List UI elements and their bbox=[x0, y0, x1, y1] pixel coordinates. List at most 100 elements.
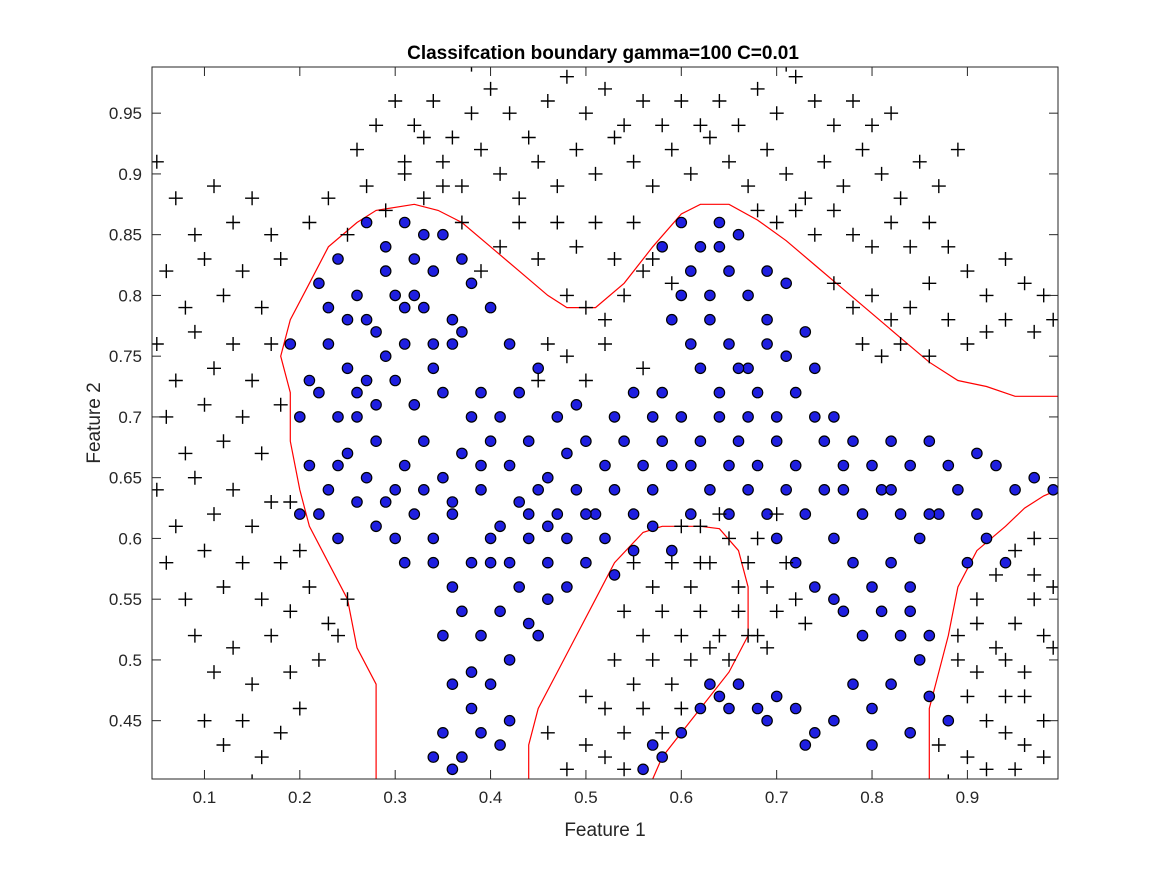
positive-point bbox=[942, 459, 955, 472]
positive-point bbox=[999, 556, 1012, 569]
positive-point bbox=[713, 216, 726, 229]
positive-point bbox=[532, 629, 544, 642]
negative-point bbox=[636, 264, 651, 279]
positive-point bbox=[513, 581, 525, 593]
negative-point bbox=[464, 106, 479, 121]
negative-point bbox=[1017, 738, 1032, 752]
negative-point bbox=[950, 142, 965, 157]
negative-point bbox=[540, 94, 555, 108]
negative-point bbox=[493, 239, 508, 254]
positive-point bbox=[494, 605, 506, 618]
positive-point bbox=[408, 289, 421, 302]
negative-point bbox=[359, 179, 374, 194]
negative-point bbox=[273, 252, 288, 266]
positive-point bbox=[551, 411, 564, 423]
positive-point bbox=[675, 411, 688, 423]
negative-point bbox=[607, 652, 622, 667]
negative-point bbox=[388, 94, 403, 108]
positive-point bbox=[875, 483, 888, 496]
positive-point bbox=[799, 326, 812, 338]
negative-point bbox=[559, 288, 574, 303]
negative-point bbox=[645, 252, 660, 266]
positive-point bbox=[885, 483, 897, 496]
positive-point bbox=[694, 435, 707, 447]
positive-point bbox=[370, 398, 382, 411]
positive-point bbox=[398, 338, 411, 350]
positive-point bbox=[761, 313, 773, 326]
positive-point bbox=[341, 313, 354, 326]
plot-area bbox=[152, 67, 1058, 779]
positive-point bbox=[665, 313, 678, 326]
negative-point bbox=[1027, 531, 1042, 546]
y-tick-label: 0.55 bbox=[109, 590, 142, 609]
positive-point bbox=[427, 556, 440, 569]
negative-point bbox=[769, 106, 784, 121]
negative-point bbox=[626, 677, 641, 692]
positive-point bbox=[541, 471, 554, 484]
negative-point bbox=[922, 276, 937, 291]
plot-frame bbox=[151, 66, 1059, 780]
positive-point bbox=[656, 386, 668, 399]
negative-point bbox=[750, 81, 765, 96]
positive-point bbox=[627, 386, 640, 399]
negative-point bbox=[741, 555, 756, 570]
positive-point bbox=[398, 459, 411, 472]
positive-point bbox=[780, 277, 792, 290]
negative-point bbox=[617, 725, 632, 740]
positive-point bbox=[1047, 484, 1058, 496]
negative-point bbox=[159, 264, 174, 279]
positive-point bbox=[475, 629, 487, 642]
x-tick-label: 0.8 bbox=[860, 788, 884, 807]
positive-point bbox=[828, 593, 840, 605]
positive-point bbox=[408, 508, 421, 520]
negative-point bbox=[407, 118, 422, 133]
negative-point bbox=[207, 507, 221, 522]
positive-point bbox=[475, 459, 487, 472]
negative-point bbox=[588, 166, 603, 181]
positive-point bbox=[503, 459, 516, 472]
positive-point bbox=[446, 508, 459, 520]
negative-point bbox=[483, 81, 498, 96]
positive-point bbox=[398, 301, 411, 314]
positive-point bbox=[646, 483, 659, 496]
negative-point bbox=[1027, 324, 1042, 339]
negative-point bbox=[826, 203, 841, 218]
positive-point bbox=[303, 459, 316, 472]
positive-point bbox=[370, 520, 382, 533]
negative-point bbox=[893, 337, 908, 351]
negative-point bbox=[445, 130, 460, 145]
positive-point bbox=[808, 726, 821, 739]
positive-point bbox=[732, 228, 745, 241]
negative-point bbox=[251, 774, 253, 779]
positive-point bbox=[885, 435, 897, 447]
negative-point bbox=[674, 94, 689, 108]
positive-point bbox=[417, 435, 430, 447]
negative-point bbox=[785, 67, 787, 72]
positive-point bbox=[456, 605, 468, 618]
negative-point bbox=[235, 555, 250, 570]
negative-point bbox=[922, 349, 937, 364]
negative-point bbox=[521, 130, 536, 145]
negative-point bbox=[617, 118, 632, 133]
positive-point bbox=[723, 338, 735, 350]
negative-point bbox=[264, 628, 279, 643]
positive-point bbox=[723, 702, 735, 715]
negative-point bbox=[416, 130, 431, 145]
negative-point bbox=[769, 604, 784, 619]
positive-point bbox=[904, 605, 916, 618]
positive-point bbox=[303, 374, 316, 387]
negative-point bbox=[702, 130, 717, 145]
negative-point bbox=[197, 252, 212, 266]
negative-point bbox=[578, 689, 593, 704]
positive-point bbox=[770, 411, 783, 423]
positive-point bbox=[837, 605, 850, 618]
negative-point bbox=[159, 555, 174, 570]
positive-point bbox=[465, 556, 478, 569]
positive-point bbox=[808, 411, 821, 423]
boundary-contour bbox=[928, 489, 1058, 779]
negative-point bbox=[865, 288, 879, 303]
negative-point bbox=[855, 142, 870, 157]
positive-point bbox=[856, 629, 869, 642]
negative-point bbox=[197, 713, 212, 728]
positive-point bbox=[322, 483, 335, 496]
